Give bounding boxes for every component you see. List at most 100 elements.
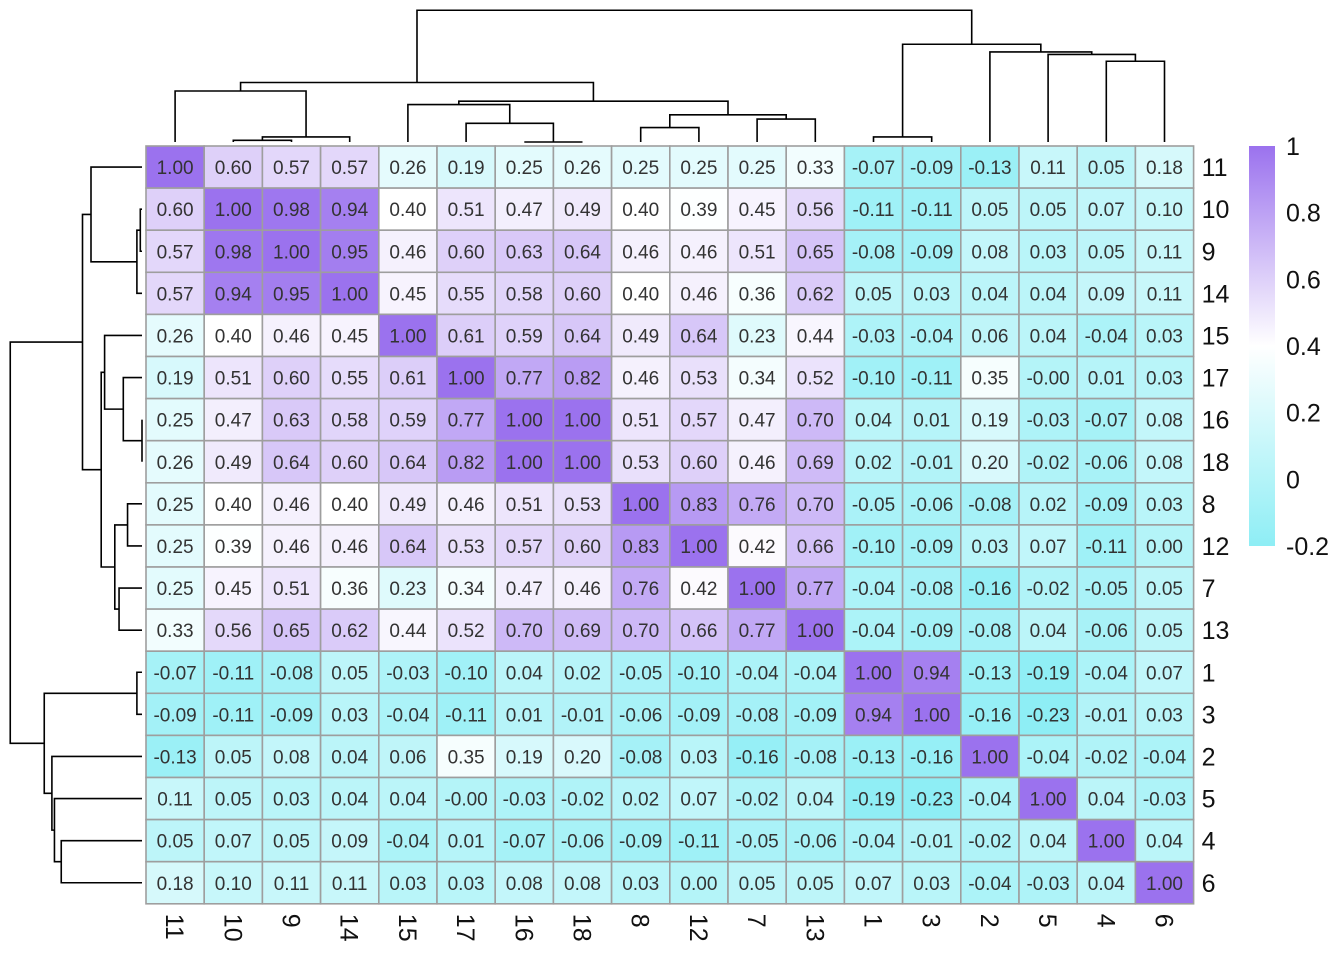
cell-value-label: 0.46 xyxy=(273,537,310,558)
row-label: 1 xyxy=(1202,659,1216,687)
heatmap-cell xyxy=(1076,229,1137,274)
cell-value-label: 0.52 xyxy=(797,369,834,390)
cell-value-label: 0.01 xyxy=(448,832,485,853)
heatmap-cell xyxy=(668,818,729,863)
cell-value-label: 0.83 xyxy=(622,537,659,558)
column-label: 7 xyxy=(742,914,770,928)
heatmap-cell xyxy=(377,692,438,737)
heatmap-cell xyxy=(785,776,846,821)
cell-value-label: 0.02 xyxy=(564,663,601,684)
cell-value-label: 0.03 xyxy=(1146,705,1183,726)
heatmap-cell xyxy=(959,229,1020,274)
heatmap-cell xyxy=(1076,524,1137,568)
cell-value-label: 0.57 xyxy=(680,411,717,432)
cell-value-label: 0.64 xyxy=(564,326,601,347)
cell-value-label: -0.04 xyxy=(968,874,1012,895)
cell-value-label: -0.01 xyxy=(910,453,953,474)
cell-value-label: 0.03 xyxy=(913,874,950,895)
cell-value-label: 0.33 xyxy=(797,158,834,179)
cell-value-label: 0.76 xyxy=(739,495,776,516)
heatmap-cell xyxy=(901,145,962,189)
heatmap-cell xyxy=(494,397,555,442)
cell-value-label: 1.00 xyxy=(1146,874,1183,895)
column-label: 4 xyxy=(1091,914,1119,928)
cell-value-label: 0.40 xyxy=(215,495,252,516)
cell-value-label: 0.60 xyxy=(215,158,252,179)
cell-value-label: 0.02 xyxy=(1030,495,1067,516)
cell-value-label: 0.53 xyxy=(564,495,601,516)
heatmap-cell xyxy=(145,439,206,484)
heatmap-cell xyxy=(436,650,497,695)
heatmap-cell xyxy=(319,608,380,652)
dendrogram-branch xyxy=(901,43,1042,137)
cell-value-label: 0.46 xyxy=(273,495,310,516)
cell-value-label: 0.25 xyxy=(506,158,543,179)
cell-value-label: 1.00 xyxy=(855,663,892,684)
heatmap-cell xyxy=(1134,145,1195,189)
cell-value-label: 0.46 xyxy=(680,242,717,263)
cell-value-label: -0.08 xyxy=(270,663,313,684)
cell-value-label: 0.60 xyxy=(273,369,310,390)
cell-value-label: 0.51 xyxy=(273,579,310,600)
cell-value-label: 0.95 xyxy=(331,242,368,263)
column-label: 11 xyxy=(160,914,188,940)
cell-value-label: 0.20 xyxy=(971,453,1008,474)
cell-value-label: -0.04 xyxy=(968,790,1012,811)
cell-value-label: 1.00 xyxy=(215,200,252,221)
heatmap-cell xyxy=(261,650,322,695)
cell-value-label: -0.11 xyxy=(445,705,487,726)
cell-value-label: -0.02 xyxy=(968,832,1011,853)
cell-value-label: 0.63 xyxy=(273,411,310,432)
cell-value-label: 1.00 xyxy=(564,453,601,474)
cell-value-label: 1.00 xyxy=(506,411,543,432)
cell-value-label: 0.51 xyxy=(215,369,252,390)
cell-value-label: 0.49 xyxy=(622,326,659,347)
cell-value-label: 0.55 xyxy=(448,284,485,305)
cell-value-label: -0.23 xyxy=(1026,705,1069,726)
cell-value-label: 1.00 xyxy=(389,326,426,347)
cell-value-label: -0.04 xyxy=(794,663,838,684)
heatmap-cell xyxy=(1076,145,1137,189)
heatmap-cell xyxy=(145,187,206,232)
cell-value-label: -0.08 xyxy=(968,621,1011,642)
cell-value-label: 1.00 xyxy=(506,453,543,474)
heatmap-cell xyxy=(552,439,613,484)
colorbar-tick-label: 1 xyxy=(1286,133,1300,161)
heatmap-cell xyxy=(1076,860,1137,905)
heatmap-cell xyxy=(377,271,438,316)
cell-value-label: 0.07 xyxy=(1088,200,1125,221)
cell-value-label: 0.19 xyxy=(971,411,1008,432)
cell-value-label: 0.07 xyxy=(680,790,717,811)
cell-value-label: 0.77 xyxy=(739,621,776,642)
cell-value-label: 0.08 xyxy=(564,874,601,895)
cell-value-label: 0.23 xyxy=(739,326,776,347)
cell-value-label: 0.70 xyxy=(797,495,834,516)
cell-value-label: 0.05 xyxy=(855,284,892,305)
cell-value-label: 0.11 xyxy=(1147,242,1183,263)
heatmap-cell xyxy=(377,439,438,484)
heatmap-cell xyxy=(377,734,438,779)
cell-value-label: 0.33 xyxy=(157,621,194,642)
cell-value-label: 0.03 xyxy=(680,747,717,768)
cell-value-label: -0.04 xyxy=(1026,747,1070,768)
heatmap-cell xyxy=(901,860,962,905)
dendrogram-branch xyxy=(261,136,351,142)
cell-value-label: 0.03 xyxy=(913,284,950,305)
cell-value-label: 0.57 xyxy=(506,537,543,558)
cell-value-label: 0.94 xyxy=(913,663,950,684)
heatmap-cell xyxy=(727,524,788,568)
heatmap-cell xyxy=(610,187,671,232)
cell-value-label: 0.57 xyxy=(157,284,194,305)
cell-value-label: 0.58 xyxy=(506,284,543,305)
cell-value-label: -0.10 xyxy=(852,537,895,558)
cell-value-label: 0.52 xyxy=(448,621,485,642)
dendrogram-branch xyxy=(239,81,595,102)
cell-value-label: -0.09 xyxy=(677,705,720,726)
cell-value-label: 0.04 xyxy=(1030,284,1067,305)
heatmap-cell xyxy=(436,734,497,779)
cell-value-label: -0.04 xyxy=(386,832,430,853)
heatmap-cell xyxy=(959,313,1020,358)
heatmap-cell xyxy=(319,313,380,358)
cell-value-label: -0.08 xyxy=(852,242,895,263)
